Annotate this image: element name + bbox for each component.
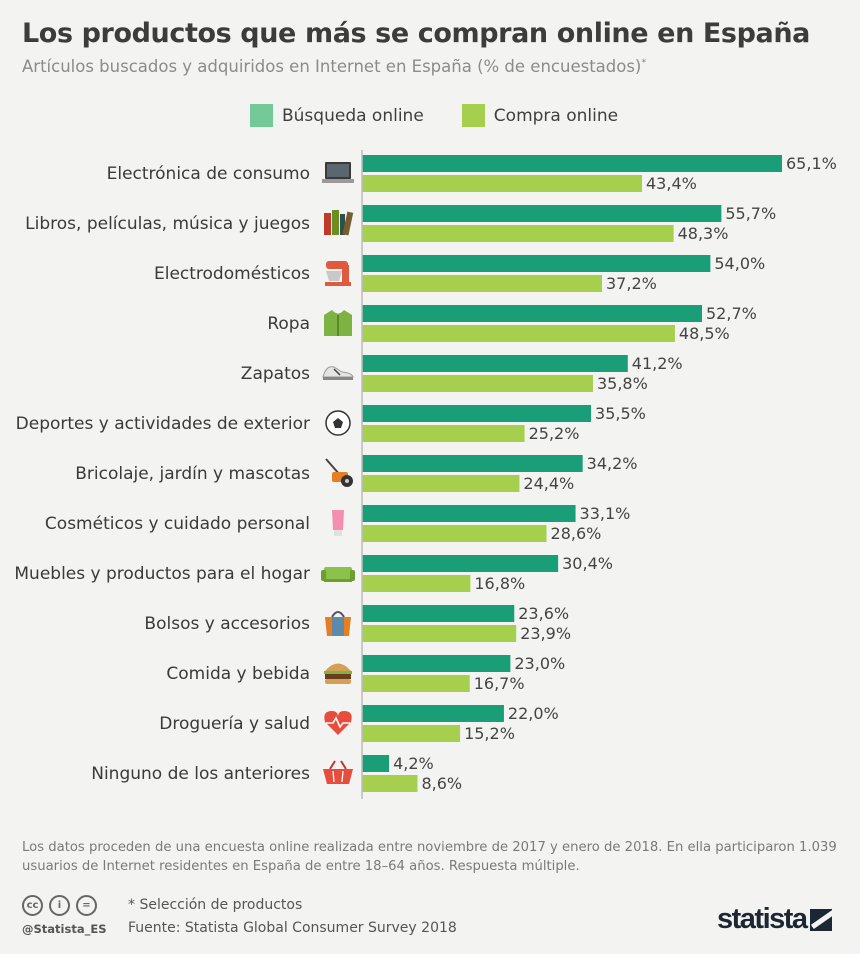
cc-icon: cc [22,895,43,916]
by-icon: i [49,895,70,916]
chart-subtitle: Artículos buscados y adquiridos en Inter… [22,57,647,76]
value-label-compra: 23,9% [520,624,571,643]
legend-swatch-busqueda [250,104,273,127]
value-label-compra: 48,3% [678,224,729,243]
category-label: Ropa [267,314,310,334]
value-label-compra: 16,8% [474,574,525,593]
bar-busqueda [362,705,504,722]
basket-icon [323,760,353,784]
value-label-compra: 25,2% [529,424,580,443]
category-label: Electrodomésticos [154,264,310,284]
source-note: Fuente: Statista Global Consumer Survey … [128,920,457,936]
chart-title: Los productos que más se compran online … [22,18,810,49]
value-label-busqueda: 4,2% [393,754,434,773]
category-label: Comida y bebida [166,664,310,684]
bar-compra [362,475,520,492]
lawnmower-icon [325,458,353,487]
footnote: Los datos proceden de una encuesta onlin… [22,840,837,874]
category-label: Libros, películas, música y juegos [25,214,310,234]
value-label-busqueda: 22,0% [508,704,559,723]
bar-compra [362,225,674,242]
category-label: Electrónica de consumo [107,164,310,184]
value-label-compra: 16,7% [474,674,525,693]
handbag-icon [325,611,351,636]
value-label-busqueda: 23,0% [514,654,565,673]
cosmetic-tube-icon [332,510,344,536]
bar-compra [362,625,517,642]
category-label: Cosméticos y cuidado personal [45,514,310,534]
value-label-busqueda: 65,1% [786,154,837,173]
selection-note: * Selección de productos [128,897,303,913]
laptop-icon [322,162,354,183]
legend-label-busqueda: Búsqueda online [282,105,424,126]
bar-compra [362,775,418,792]
bar-chart: Electrónica de consumo 65,1% 43,4% Libros, … [14,150,837,799]
legend-item-compra: Compra online [461,104,619,127]
category-label: Deportes y actividades de exterior [16,414,310,434]
brand-mark-icon [809,908,832,931]
bar-compra [362,175,642,192]
value-label-compra: 24,4% [523,474,574,493]
value-label-busqueda: 55,7% [725,204,776,223]
bar-compra [362,275,602,292]
category-label: Zapatos [241,364,310,384]
statista-logo: statista [717,903,832,936]
legend-item-busqueda: Búsqueda online [250,104,424,127]
brand-wordmark: statista [717,903,808,935]
category-label: Bricolaje, jardín y mascotas [75,464,310,484]
sofa-icon [321,567,355,582]
soccer-ball-icon [325,410,351,436]
sneaker-icon [322,366,354,380]
cc-license-icons: cc i = [22,895,103,916]
value-label-compra: 8,6% [421,774,462,793]
twitter-handle: @Statista_ES [22,922,107,936]
category-label: Ninguno de los anteriores [91,764,310,784]
value-label-compra: 35,8% [597,374,648,393]
heart-pulse-icon [324,711,352,735]
legend-label-compra: Compra online [493,105,619,126]
value-label-compra: 28,6% [551,524,602,543]
nd-icon: = [76,895,97,916]
value-label-busqueda: 52,7% [706,304,757,323]
bar-busqueda [362,505,576,522]
value-label-compra: 48,5% [679,324,730,343]
value-label-compra: 43,4% [646,174,697,193]
category-label: Muebles y productos para el hogar [14,564,310,584]
bar-busqueda [362,205,722,222]
bar-busqueda [362,455,583,472]
value-label-busqueda: 41,2% [632,354,683,373]
bar-compra [362,725,461,742]
bar-busqueda [362,255,711,272]
bar-busqueda [362,155,782,172]
value-label-compra: 15,2% [464,724,515,743]
value-label-busqueda: 35,5% [595,404,646,423]
bar-compra [362,525,547,542]
bar-busqueda [362,555,559,572]
bar-compra [362,325,675,342]
bar-compra [362,425,525,442]
bar-busqueda [362,755,390,772]
category-label: Bolsos y accesorios [144,614,310,634]
books-icon [324,210,354,236]
jacket-icon [324,310,352,336]
bar-busqueda [362,405,592,422]
mixer-icon [325,261,351,286]
bar-busqueda [362,355,628,372]
legend: Búsqueda online Compra online [250,104,656,127]
burger-icon [324,663,352,684]
value-label-busqueda: 30,4% [562,554,613,573]
bar-compra [362,675,470,692]
value-label-busqueda: 23,6% [518,604,569,623]
bar-compra [362,375,593,392]
value-label-busqueda: 34,2% [587,454,638,473]
category-label: Droguería y salud [159,714,310,734]
legend-swatch-compra [461,104,485,127]
bar-busqueda [362,655,511,672]
value-label-compra: 37,2% [606,274,657,293]
bar-compra [362,575,471,592]
value-label-busqueda: 54,0% [714,254,765,273]
value-label-busqueda: 33,1% [580,504,631,523]
bar-busqueda [362,605,515,622]
bar-busqueda [362,305,702,322]
